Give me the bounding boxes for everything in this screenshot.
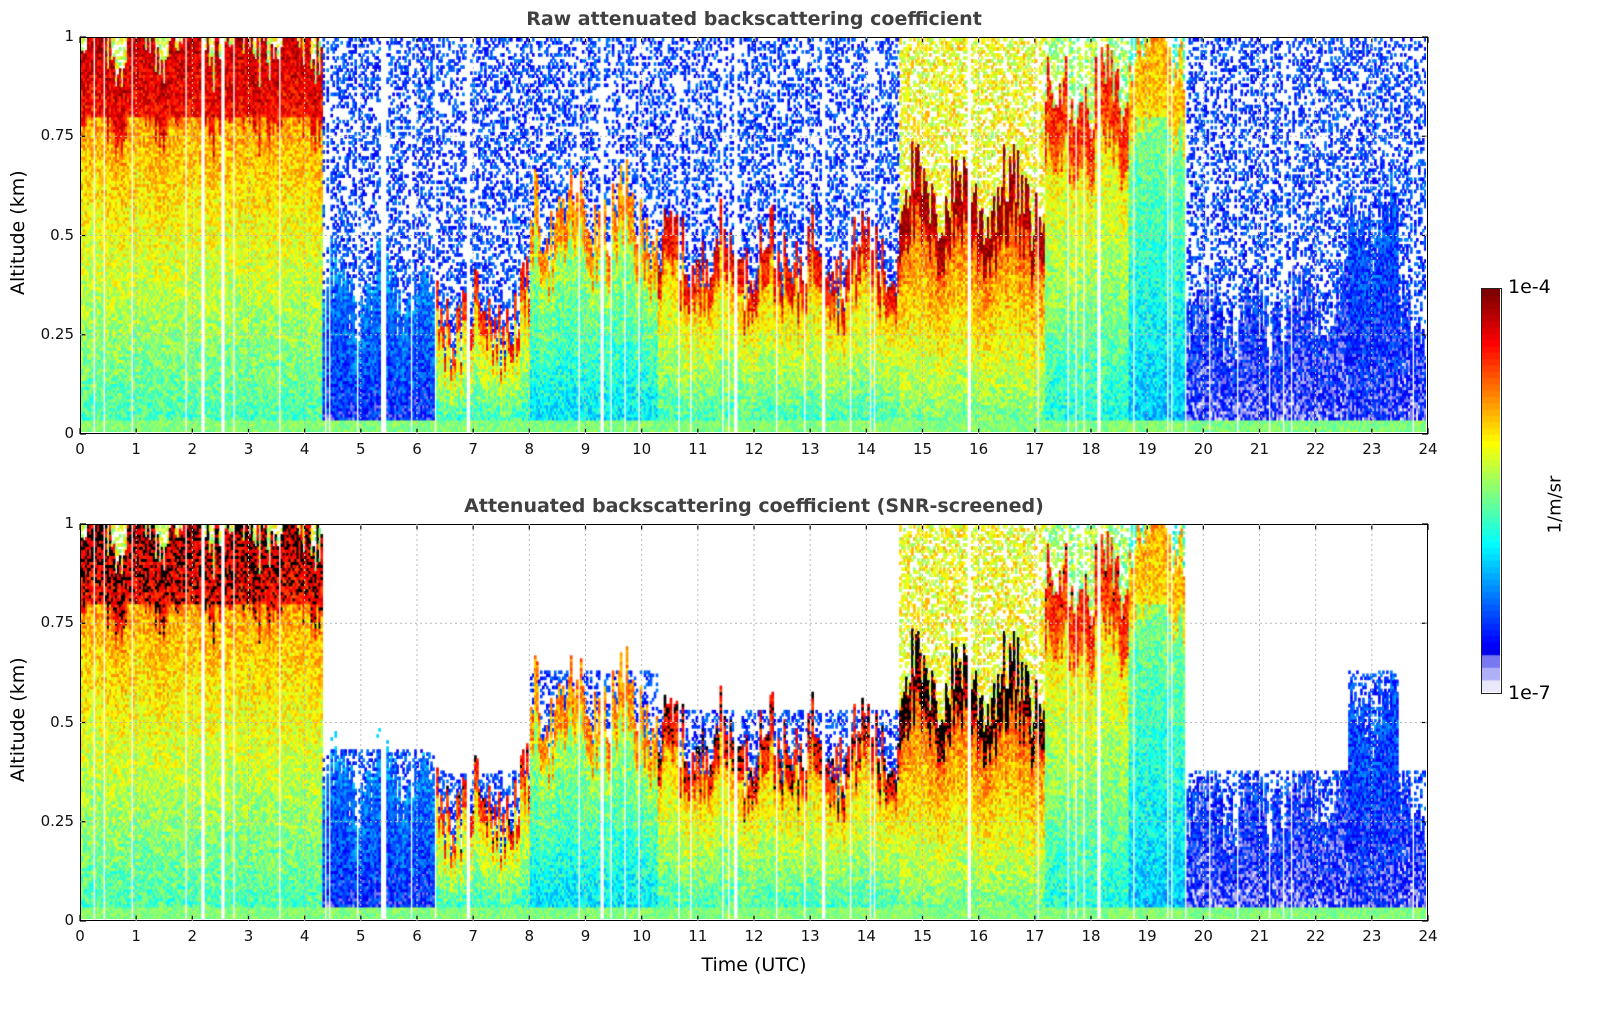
x-tick-label: 1 (131, 440, 141, 458)
x-tick-label: 21 (1249, 440, 1270, 458)
y-tick-label: 1 (64, 27, 74, 45)
x-tick-label: 11 (688, 440, 708, 458)
x-tick-label: 15 (912, 440, 933, 458)
x-tick-label: 6 (412, 927, 422, 945)
x-tick-label: 19 (1137, 927, 1157, 945)
x-tick-label: 7 (468, 440, 478, 458)
x-tick-label: 23 (1362, 440, 1382, 458)
x-tick-label: 23 (1362, 927, 1382, 945)
y-tick-label: 0 (64, 424, 74, 442)
x-tick-label: 15 (912, 927, 933, 945)
x-tick-label: 12 (744, 440, 764, 458)
x-axis-label: Time (UTC) (701, 954, 807, 976)
x-tick-label: 5 (356, 927, 366, 945)
x-tick-label: 24 (1418, 440, 1438, 458)
x-tick-label: 7 (468, 927, 478, 945)
bottom-heatmap-raster (81, 525, 1426, 919)
x-tick-label: 17 (1025, 440, 1045, 458)
x-tick-label: 0 (75, 927, 85, 945)
x-tick-label: 14 (856, 927, 876, 945)
x-tick-label: 22 (1306, 440, 1326, 458)
y-tick-label: 0.5 (50, 225, 74, 244)
y-tick-label: 0.25 (40, 811, 74, 830)
x-tick-label: 6 (412, 440, 422, 458)
x-tick-label: 16 (969, 927, 989, 945)
x-tick-label: 3 (243, 440, 254, 458)
x-tick-label: 11 (688, 927, 708, 945)
x-tick-label: 24 (1418, 927, 1438, 945)
x-tick-label: 10 (632, 927, 652, 945)
y-tick-label: 0.75 (40, 126, 74, 145)
x-tick-label: 10 (632, 440, 652, 458)
x-tick-label: 9 (580, 440, 591, 458)
x-tick-label: 19 (1137, 440, 1157, 458)
x-tick-label: 20 (1193, 440, 1213, 458)
top-heatmap-raster (81, 38, 1426, 432)
x-tick-label: 4 (299, 927, 310, 945)
y-tick-label: 0.75 (40, 613, 74, 632)
colorbar-max-label: 1e-4 (1508, 276, 1551, 298)
x-tick-label: 2 (187, 927, 198, 945)
colorbar-gradient (1482, 289, 1500, 692)
x-tick-label: 14 (856, 440, 876, 458)
bottom-chart-title: Attenuated backscattering coefficient (S… (464, 495, 1044, 517)
top-heatmap-plot (80, 37, 1428, 434)
x-tick-label: 22 (1306, 927, 1326, 945)
x-tick-label: 16 (969, 440, 989, 458)
x-tick-label: 13 (800, 927, 820, 945)
colorbar-min-label: 1e-7 (1508, 682, 1551, 704)
x-tick-label: 4 (299, 440, 310, 458)
x-tick-label: 5 (356, 440, 366, 458)
x-tick-label: 8 (524, 927, 535, 945)
colorbar (1481, 288, 1502, 694)
bottom-heatmap-plot (80, 524, 1428, 921)
x-tick-label: 20 (1193, 927, 1213, 945)
colorbar-unit-label: 1/m/sr (1544, 475, 1566, 534)
x-tick-label: 18 (1081, 927, 1101, 945)
y-tick-label: 1 (64, 514, 74, 532)
y-tick-label: 0.5 (50, 712, 74, 731)
x-tick-label: 8 (524, 440, 535, 458)
y-tick-label: 0 (64, 911, 74, 929)
y-tick-label: 0.25 (40, 324, 74, 343)
x-tick-label: 0 (75, 440, 85, 458)
x-tick-label: 9 (580, 927, 591, 945)
x-tick-label: 21 (1249, 927, 1270, 945)
x-tick-label: 17 (1025, 927, 1045, 945)
x-tick-label: 12 (744, 927, 764, 945)
x-tick-label: 2 (187, 440, 198, 458)
x-tick-label: 3 (243, 927, 254, 945)
x-tick-label: 1 (131, 927, 141, 945)
top-chart-title: Raw attenuated backscattering coefficien… (526, 8, 982, 30)
x-tick-label: 13 (800, 440, 820, 458)
x-tick-label: 18 (1081, 440, 1101, 458)
